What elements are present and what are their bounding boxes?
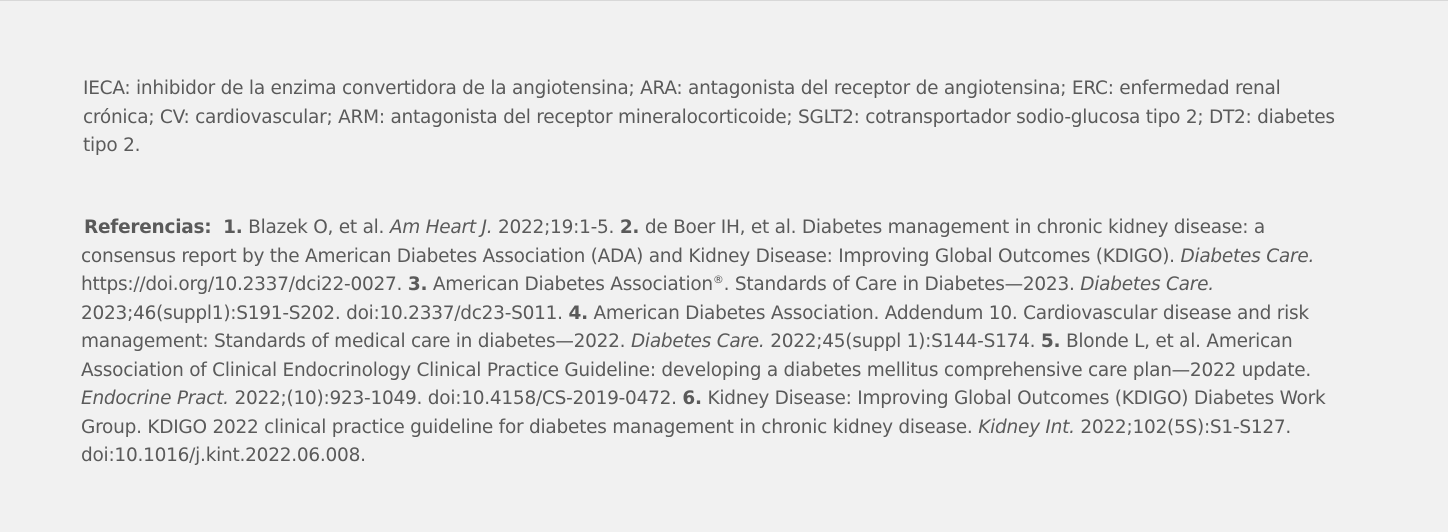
reference-citation: 2022;19:1-5.: [497, 217, 615, 238]
reference-citation: https://doi.org/10.2337/dci22-0027.: [81, 274, 403, 295]
reference-journal: Diabetes Care.: [630, 331, 765, 352]
reference-journal: Diabetes Care.: [1180, 245, 1315, 267]
references-paragraph: Referencias: 1. Blazek O, et al. Am Hear…: [81, 214, 1361, 471]
reference-1: 1. Blazek O, et al. Am Heart J. 2022;19:…: [223, 217, 614, 238]
reference-citation: 2022;(10):923-1049. doi:10.4158/CS-2019-…: [234, 388, 677, 409]
reference-citation: 2023;46(suppl1):S191-S202. doi:10.2337/d…: [81, 302, 563, 324]
reference-title: . Standards of Care in Diabetes—2023.: [723, 274, 1075, 295]
reference-citation: 2022;45(suppl 1):S144-S174.: [770, 331, 1036, 352]
abbreviations-paragraph: IECA: inhibidor de la enzima convertidor…: [83, 78, 1335, 156]
reference-journal: Kidney Int.: [978, 416, 1075, 438]
reference-3: 3. American Diabetes Association®. Stand…: [81, 274, 1214, 324]
reference-authors: Blazek O, et al.: [248, 217, 385, 238]
reference-5: 5. Blonde L, et al. American Association…: [81, 331, 1311, 409]
reference-number: 1.: [223, 217, 243, 238]
reference-authors: Blonde L, et al. American Association of…: [81, 331, 1311, 381]
reference-journal: Endocrine Pract.: [81, 388, 229, 409]
reference-authors: Kidney Disease: Improving Global Outcome…: [81, 388, 1326, 438]
reference-citation: 2022;102(5S):S1-S127. doi:10.1016/j.kint…: [81, 416, 1292, 467]
reference-authors: American Diabetes Association: [432, 274, 713, 295]
registered-mark: ®: [712, 272, 724, 286]
reference-number: 5.: [1040, 331, 1061, 352]
references-heading: Referencias:: [84, 217, 212, 238]
reference-number: 2.: [619, 217, 640, 238]
reference-journal: Am Heart J.: [389, 217, 493, 238]
reference-number: 4.: [568, 302, 588, 324]
reference-authors: de Boer IH, et al. Diabetes management i…: [81, 217, 1266, 267]
reference-2: 2. de Boer IH, et al. Diabetes managemen…: [81, 217, 1314, 295]
reference-number: 6.: [682, 388, 702, 409]
reference-number: 3.: [407, 274, 428, 295]
reference-authors: American Diabetes Association. Addendum …: [81, 302, 1309, 353]
reference-4: 4. American Diabetes Association. Addend…: [81, 303, 1309, 353]
reference-6: 6. Kidney Disease: Improving Global Outc…: [81, 388, 1326, 467]
reference-journal: Diabetes Care.: [1080, 274, 1214, 295]
